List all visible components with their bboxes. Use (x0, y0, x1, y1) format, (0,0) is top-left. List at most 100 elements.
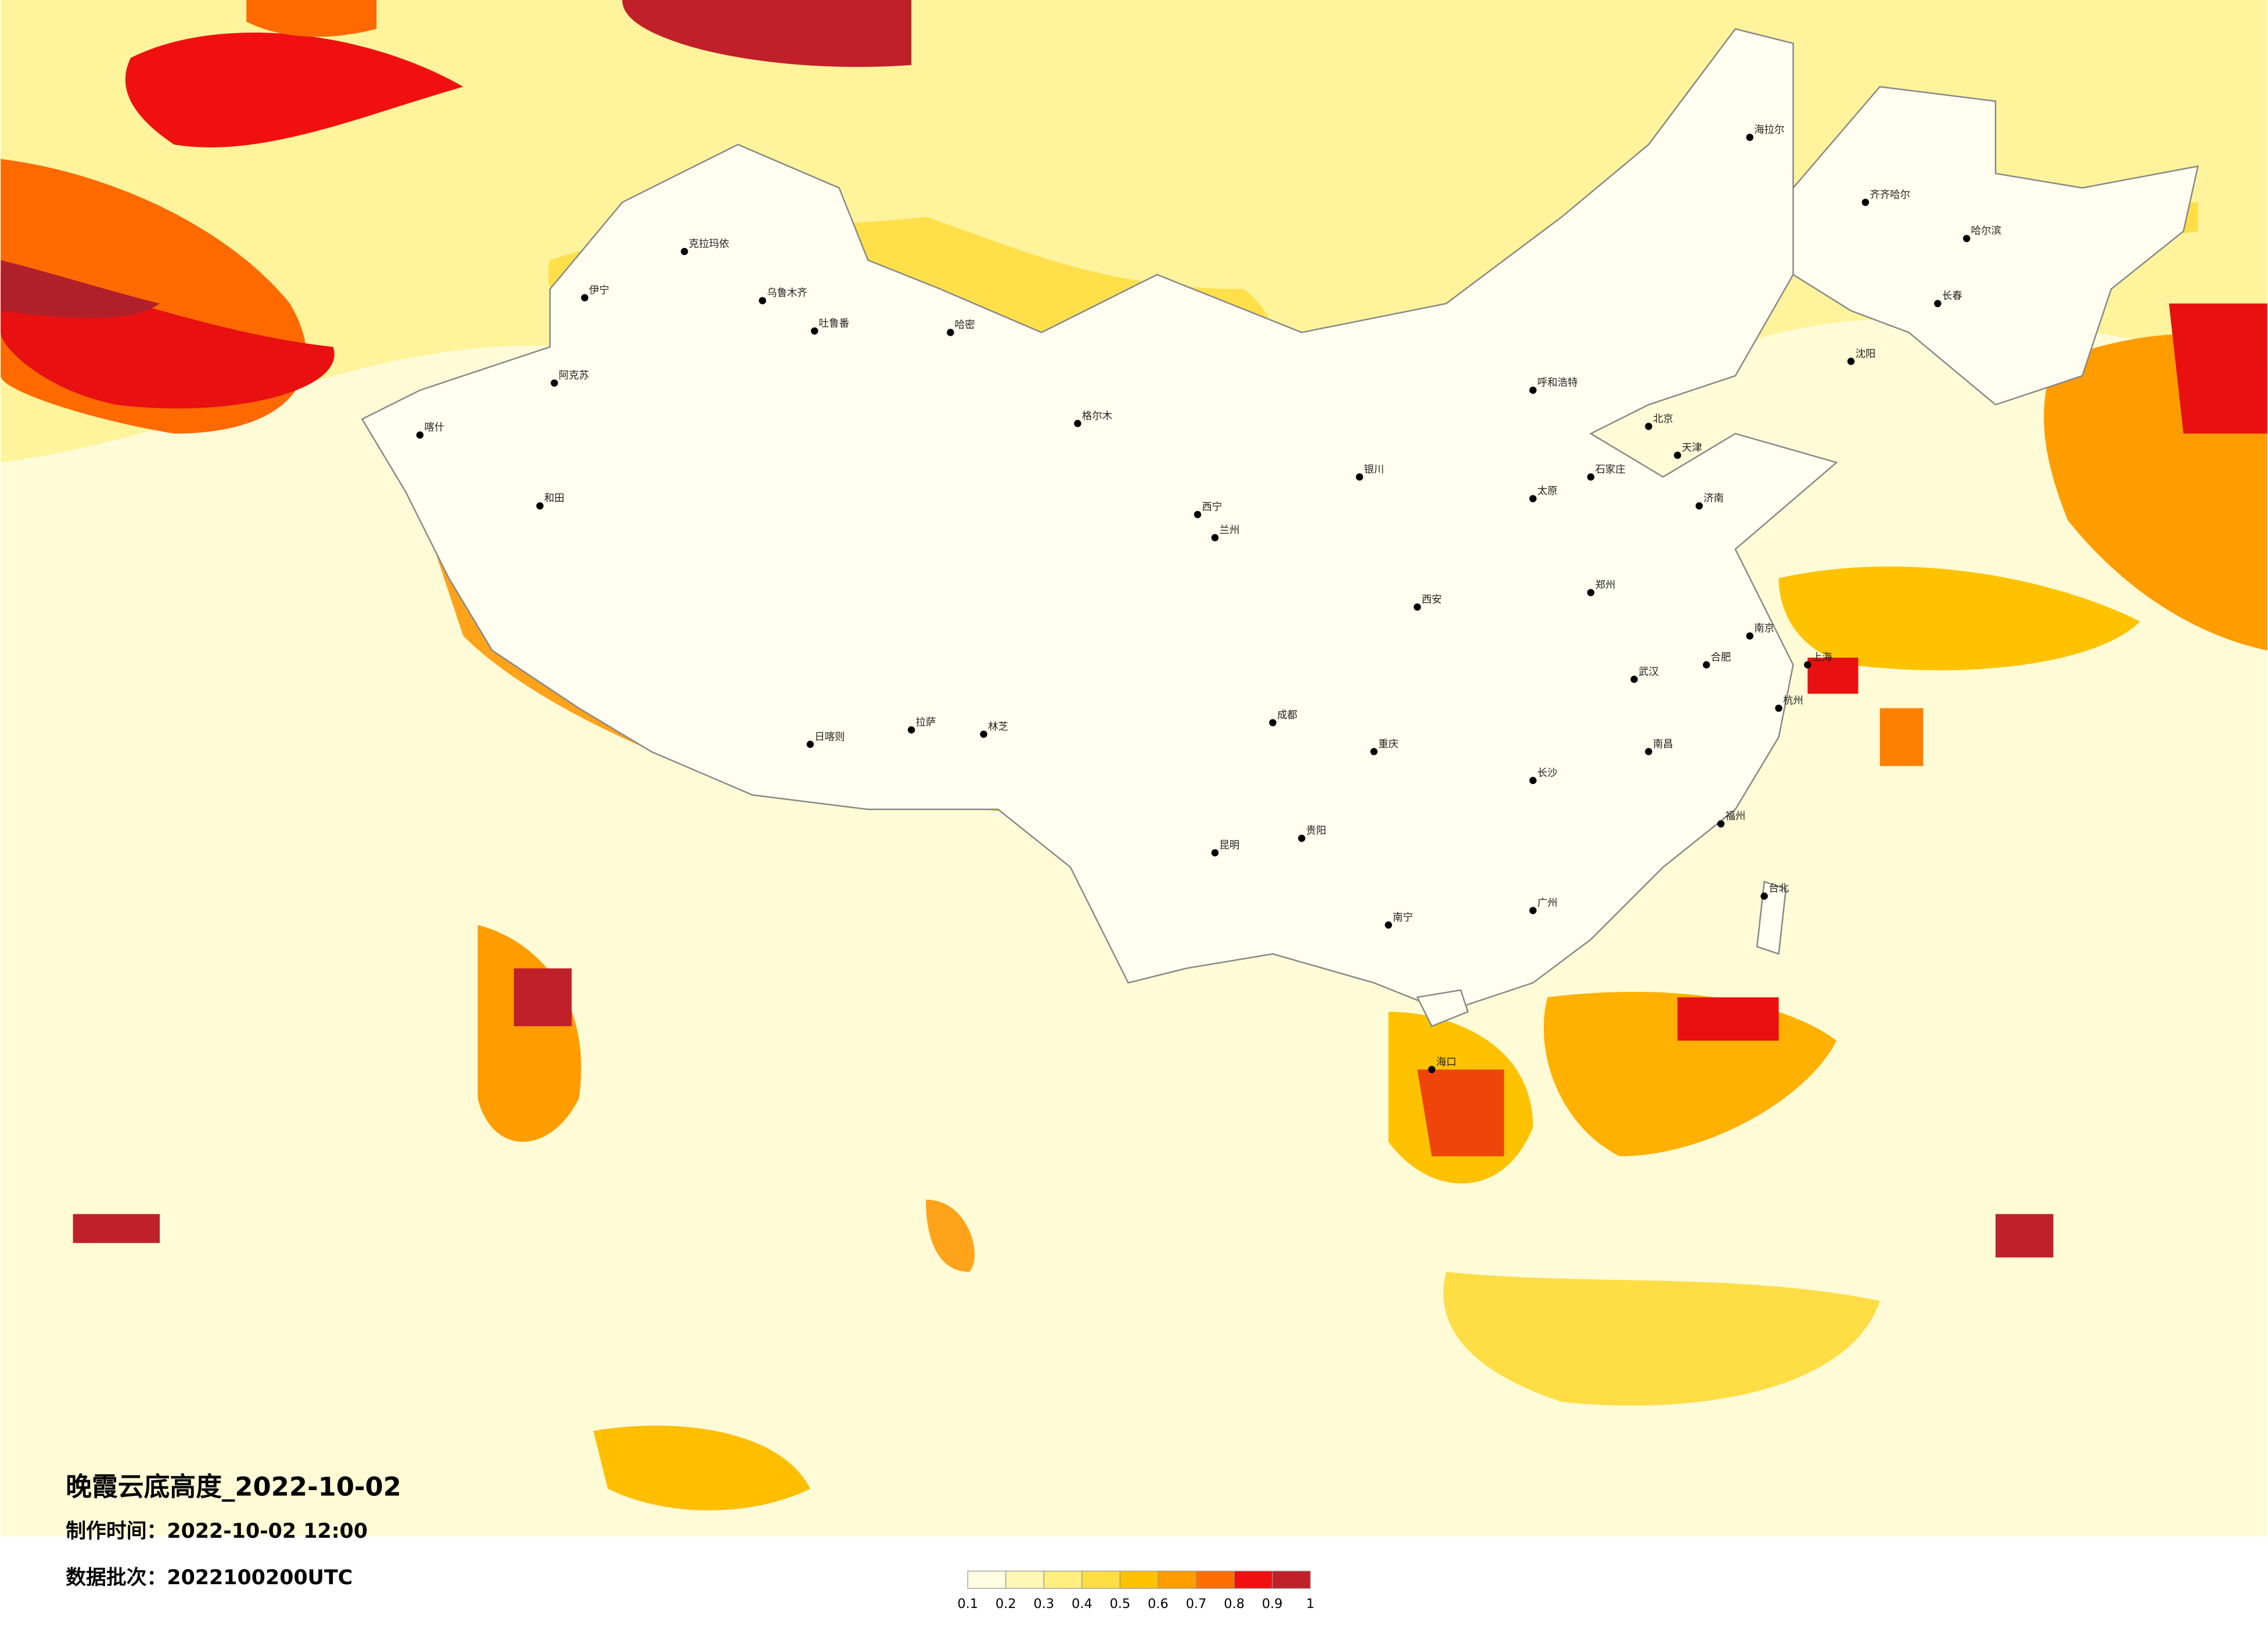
city-dot (1695, 502, 1703, 510)
city-label: 乌鲁木齐 (767, 287, 807, 299)
city-dot (1861, 199, 1870, 206)
city-dot (416, 431, 424, 439)
city-dot (1414, 603, 1421, 611)
city-label: 呼和浩特 (1537, 377, 1578, 389)
city-dot (947, 329, 954, 336)
city-label: 石家庄 (1595, 464, 1625, 476)
city-dot (1674, 451, 1681, 459)
city-dot (1356, 473, 1363, 481)
city-dot (1804, 661, 1811, 669)
legend-swatch (1195, 1570, 1235, 1589)
city-dot (1630, 675, 1638, 683)
city-label: 济南 (1703, 493, 1724, 505)
city-dot (811, 327, 818, 335)
legend-swatch (1081, 1570, 1121, 1589)
city-label: 哈尔滨 (1971, 225, 2001, 237)
city-dot (1717, 820, 1725, 828)
legend-swatch (1043, 1570, 1083, 1589)
city-dot (1645, 748, 1652, 756)
city-label: 长沙 (1537, 768, 1558, 779)
city-dot (1702, 661, 1710, 669)
city-dot (806, 740, 814, 748)
legend-tick-label: 0.3 (1034, 1596, 1055, 1611)
city-dot (1428, 1066, 1436, 1073)
city-label: 兰州 (1219, 524, 1239, 536)
legend-swatch (1158, 1570, 1197, 1589)
city-label: 克拉玛依 (689, 239, 729, 250)
city-label: 齐齐哈尔 (1870, 189, 1910, 201)
map (1, 0, 2267, 1537)
city-label: 吐鲁番 (819, 318, 849, 330)
city-dot (1297, 834, 1306, 842)
city-label: 福州 (1725, 811, 1745, 822)
city-dot (681, 247, 688, 256)
city-label: 天津 (1682, 443, 1702, 454)
city-dot (1529, 906, 1537, 915)
city-label: 合肥 (1711, 652, 1731, 663)
legend-swatch (1005, 1570, 1044, 1589)
city-dot (1385, 921, 1392, 929)
city-label: 西安 (1422, 594, 1442, 606)
city-dot (536, 502, 544, 510)
map-title: 晚霞云底高度_2022-10-02 (66, 1472, 401, 1502)
city-dot (980, 731, 987, 738)
city-dot (581, 294, 588, 301)
city-dot (1963, 235, 1971, 242)
city-label: 杭州 (1783, 695, 1803, 707)
city-label: 沈阳 (1855, 348, 1875, 360)
data-batch: 数据批次：2022100200UTC (66, 1566, 353, 1589)
city-dot (1370, 748, 1378, 756)
legend-tick-label: 0.7 (1186, 1596, 1207, 1611)
city-label: 伊宁 (589, 285, 609, 296)
legend-swatch (1119, 1570, 1159, 1589)
city-label: 西宁 (1202, 502, 1222, 513)
legend-tick-label: 0.4 (1072, 1596, 1092, 1611)
city-label: 海口 (1436, 1056, 1457, 1068)
legend-swatch (967, 1570, 1007, 1589)
city-dot (1587, 473, 1595, 481)
legend-tick-label: 0.2 (995, 1596, 1016, 1611)
city-dot (1760, 892, 1768, 900)
city-dot (1746, 134, 1753, 141)
city-label: 阿克苏 (559, 370, 589, 382)
city-label: 拉萨 (916, 717, 936, 728)
city-dot (1194, 510, 1202, 519)
city-dot (1211, 849, 1219, 857)
legend-tick-label: 0.9 (1262, 1596, 1283, 1611)
city-dot (1587, 589, 1595, 596)
city-label: 武汉 (1638, 666, 1659, 678)
city-label: 南京 (1754, 623, 1774, 635)
city-label: 贵阳 (1306, 825, 1327, 837)
city-label: 林芝 (988, 721, 1008, 733)
legend-swatch (1234, 1570, 1273, 1589)
city-label: 台北 (1769, 883, 1789, 895)
city-label: 昆明 (1219, 840, 1239, 851)
city-dot (1269, 719, 1277, 726)
city-dot (1775, 704, 1782, 712)
city-label: 太原 (1537, 485, 1558, 497)
city-label: 海拉尔 (1754, 124, 1784, 136)
city-dot (907, 726, 915, 734)
city-label: 北京 (1653, 413, 1673, 425)
legend-tick-label: 0.8 (1224, 1596, 1245, 1611)
legend-tick-label: 0.1 (957, 1596, 978, 1611)
city-label: 银川 (1364, 464, 1384, 476)
city-label: 南宁 (1393, 912, 1413, 923)
city-dot (1746, 632, 1753, 640)
city-label: 成都 (1277, 710, 1297, 721)
city-dot (1074, 420, 1081, 427)
city-dot (759, 297, 767, 304)
legend-tick-label: 0.5 (1110, 1596, 1131, 1611)
made-time: 制作时间：2022-10-02 12:00 (66, 1520, 368, 1543)
city-label: 重庆 (1378, 739, 1399, 750)
city-dot (1847, 358, 1855, 365)
city-dot (1934, 300, 1942, 307)
city-dot (551, 379, 558, 387)
city-label: 日喀则 (814, 731, 844, 743)
city-label: 长春 (1942, 290, 1963, 302)
city-label: 广州 (1537, 898, 1558, 909)
city-dot (1211, 534, 1219, 542)
city-label: 上海 (1812, 652, 1832, 663)
city-label: 南昌 (1653, 739, 1673, 750)
city-dot (1529, 386, 1537, 394)
